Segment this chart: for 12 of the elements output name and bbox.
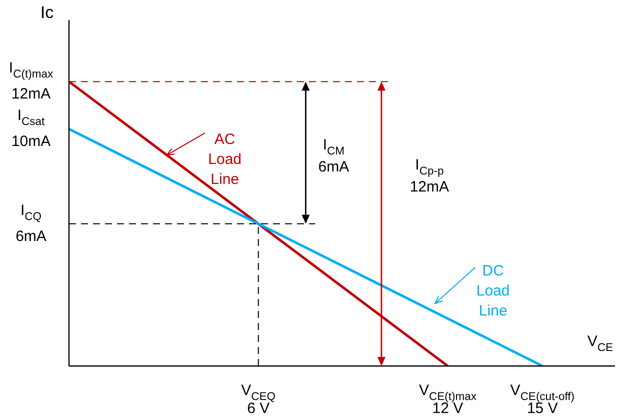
- x-tick-label: V$_{CEQ}$ 6 V: [241, 382, 276, 417]
- annotation: AC Load Line: [208, 131, 242, 188]
- y-axis-title: Ic: [40, 3, 54, 22]
- y-tick-label: I$_{Csat}$ 10mA: [11, 106, 51, 150]
- x-tick-label: V$_{CE(t)max}$ 12 V: [418, 382, 477, 417]
- y-tick-label: I$_{CQ}$ 6mA: [16, 202, 46, 245]
- x-axis-title: V$_{CE}$: [587, 332, 614, 354]
- annotation: DC Load Line: [476, 262, 510, 320]
- annotation: I$_{CM}$ 6mA: [318, 136, 350, 176]
- annotation: I$_{Cp-p}$ 12mA: [410, 156, 450, 196]
- x-tick-label: V$_{CE(cut-off)}$ 15 V: [510, 382, 575, 417]
- y-tick-label: I$_{C(t)max}$ 12mA: [8, 60, 54, 103]
